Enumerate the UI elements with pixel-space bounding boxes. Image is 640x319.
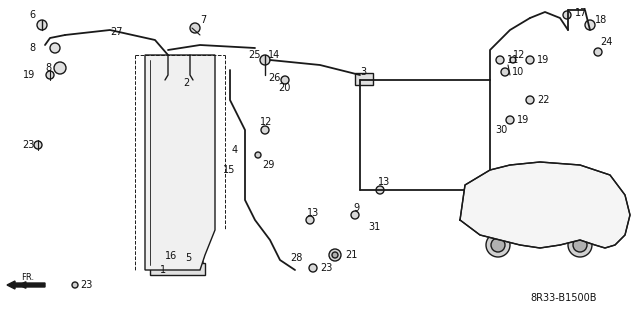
Text: 19: 19 (517, 115, 529, 125)
Text: 6: 6 (29, 10, 35, 20)
Text: 19: 19 (23, 70, 35, 80)
Circle shape (281, 76, 289, 84)
Text: 2: 2 (183, 78, 189, 88)
Text: 28: 28 (290, 253, 302, 263)
Polygon shape (145, 55, 215, 270)
Text: 31: 31 (368, 222, 380, 232)
Text: 10: 10 (512, 67, 524, 77)
Bar (355, 73, 373, 85)
Circle shape (376, 186, 384, 194)
Circle shape (585, 20, 595, 30)
Circle shape (594, 48, 602, 56)
Circle shape (526, 56, 534, 64)
Text: 12: 12 (260, 117, 273, 127)
Text: 24: 24 (600, 37, 612, 47)
Circle shape (50, 43, 60, 53)
Text: 21: 21 (345, 250, 357, 260)
Text: 8R33-B1500B: 8R33-B1500B (530, 293, 596, 303)
Circle shape (261, 126, 269, 134)
Text: 26: 26 (268, 73, 280, 83)
Circle shape (46, 71, 54, 79)
Circle shape (34, 141, 42, 149)
Text: 8: 8 (29, 43, 35, 53)
Circle shape (255, 152, 261, 158)
Circle shape (196, 252, 204, 260)
Circle shape (306, 216, 314, 224)
Circle shape (486, 233, 510, 257)
Circle shape (157, 255, 173, 271)
Circle shape (329, 249, 341, 261)
Circle shape (351, 211, 359, 219)
Polygon shape (460, 162, 630, 248)
Circle shape (506, 116, 514, 124)
Circle shape (332, 252, 338, 258)
Circle shape (563, 11, 571, 19)
Text: 23: 23 (22, 140, 35, 150)
Text: 25: 25 (248, 50, 260, 60)
Circle shape (170, 75, 186, 91)
Circle shape (510, 57, 516, 63)
Polygon shape (490, 168, 540, 185)
Text: 11: 11 (507, 55, 519, 65)
Text: 27: 27 (110, 27, 122, 37)
Circle shape (573, 238, 587, 252)
Circle shape (568, 233, 592, 257)
Text: 3: 3 (360, 67, 366, 77)
Circle shape (37, 20, 47, 30)
Circle shape (152, 254, 158, 260)
Circle shape (190, 258, 200, 268)
Circle shape (173, 78, 183, 88)
FancyArrow shape (7, 281, 45, 289)
Circle shape (309, 264, 317, 272)
Circle shape (190, 23, 200, 33)
Polygon shape (545, 168, 595, 185)
Text: 13: 13 (378, 177, 390, 187)
Text: 18: 18 (595, 15, 607, 25)
Text: 17: 17 (575, 8, 588, 18)
Bar (150, 263, 205, 275)
Text: 8: 8 (45, 63, 51, 73)
Text: 5: 5 (185, 253, 191, 263)
Circle shape (496, 56, 504, 64)
Circle shape (491, 238, 505, 252)
Text: 4: 4 (232, 145, 238, 155)
Text: 15: 15 (223, 165, 236, 175)
Text: 1: 1 (160, 265, 166, 275)
Text: 29: 29 (262, 160, 275, 170)
Circle shape (501, 68, 509, 76)
Text: 14: 14 (268, 50, 280, 60)
Text: 7: 7 (200, 15, 206, 25)
Circle shape (72, 282, 78, 288)
Text: 20: 20 (278, 83, 291, 93)
Text: FR.: FR. (21, 273, 35, 283)
Text: 16: 16 (165, 251, 177, 261)
Circle shape (526, 96, 534, 104)
Text: 22: 22 (537, 95, 550, 105)
Text: 23: 23 (320, 263, 332, 273)
Circle shape (187, 255, 203, 271)
Text: 9: 9 (353, 203, 359, 213)
Text: 12: 12 (513, 50, 525, 60)
Circle shape (160, 258, 170, 268)
Text: 23: 23 (80, 280, 92, 290)
Circle shape (54, 62, 66, 74)
Text: 13: 13 (307, 208, 319, 218)
Text: 19: 19 (537, 55, 549, 65)
Text: 30: 30 (495, 125, 508, 135)
Circle shape (260, 55, 270, 65)
